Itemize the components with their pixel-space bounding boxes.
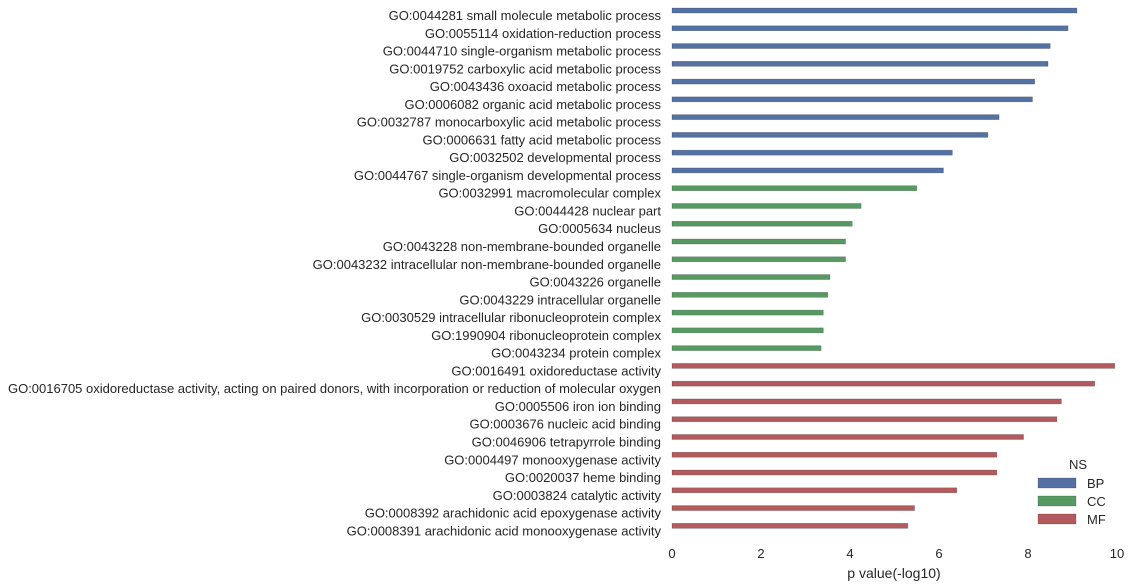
- legend-swatch-mf: [1037, 513, 1077, 525]
- category-label: GO:0043232 intracellular non-membrane-bo…: [313, 257, 661, 272]
- bar-cc: [671, 185, 918, 191]
- bar-mf: [671, 416, 1058, 423]
- category-label: GO:0006631 fatty acid metabolic process: [423, 132, 662, 147]
- x-axis-label: p value(-log10): [847, 565, 940, 581]
- legend-label-mf: MF: [1087, 512, 1106, 527]
- legend: NS BP CC MF: [1037, 457, 1106, 527]
- bar-mf: [671, 451, 998, 458]
- bar-cc: [671, 256, 846, 263]
- category-label: GO:0008392 arachidonic acid epoxygenase …: [365, 506, 662, 521]
- x-tick-label: 6: [935, 546, 942, 561]
- bars-group: [671, 7, 1116, 529]
- category-label: GO:0032502 developmental process: [449, 150, 661, 165]
- bar-bp: [671, 7, 1078, 14]
- category-label: GO:0020037 heme binding: [505, 470, 661, 485]
- bar-bp: [671, 43, 1051, 49]
- category-label: GO:0044710 single-organism metabolic pro…: [383, 44, 662, 59]
- category-label: GO:0005634 nucleus: [538, 221, 661, 236]
- bar-bp: [671, 149, 953, 156]
- category-label: GO:0005506 iron ion binding: [495, 399, 661, 414]
- category-label: GO:1990904 ribonucleoprotein complex: [431, 328, 661, 343]
- category-label: GO:0019752 carboxylic acid metabolic pro…: [389, 61, 661, 76]
- legend-swatch-cc: [1037, 495, 1077, 507]
- category-label: GO:0043436 oxoacid metabolic process: [430, 79, 662, 94]
- category-label: GO:0003824 catalytic activity: [493, 488, 662, 503]
- x-axis-ticks: 0 2 4 6 8 10: [668, 546, 1124, 561]
- bar-bp: [671, 114, 1000, 120]
- x-tick-label: 2: [757, 546, 764, 561]
- bar-bp: [671, 61, 1049, 67]
- bar-bp: [671, 25, 1069, 32]
- category-label: GO:0044767 single-organism developmental…: [354, 168, 662, 183]
- legend-label-bp: BP: [1087, 476, 1104, 491]
- category-labels: GO:0044281 small molecule metabolic proc…: [8, 8, 662, 538]
- bar-mf: [671, 487, 958, 494]
- bar-mf: [671, 505, 915, 511]
- x-tick-label: 0: [668, 546, 675, 561]
- category-label: GO:0044428 nuclear part: [514, 203, 661, 218]
- bar-cc: [671, 220, 853, 227]
- category-label: GO:0043226 organelle: [529, 275, 661, 290]
- category-label: GO:0008391 arachidonic acid monooxygenas…: [347, 523, 662, 538]
- category-label: GO:0046906 tetrapyrrole binding: [472, 434, 661, 449]
- category-label: GO:0016491 oxidoreductase activity: [451, 363, 661, 378]
- category-label: GO:0032991 macromolecular complex: [438, 186, 661, 201]
- x-tick-label: 10: [1110, 546, 1124, 561]
- bar-cc: [671, 238, 846, 245]
- bar-cc: [671, 203, 862, 209]
- x-tick-label: 8: [1024, 546, 1031, 561]
- category-label: GO:0004497 monooxygenase activity: [444, 452, 661, 467]
- bar-mf: [671, 523, 909, 529]
- bar-bp: [671, 132, 989, 138]
- legend-title: NS: [1069, 457, 1087, 472]
- bar-bp: [671, 167, 944, 174]
- category-label: GO:0032787 monocarboxylic acid metabolic…: [357, 115, 662, 130]
- x-tick-label: 4: [846, 546, 853, 561]
- bar-bp: [671, 96, 1033, 103]
- bar-mf: [671, 434, 1024, 440]
- category-label: GO:0043229 intracellular organelle: [459, 292, 661, 307]
- legend-swatch-bp: [1037, 477, 1077, 489]
- bar-mf: [671, 363, 1116, 369]
- bar-cc: [671, 327, 824, 334]
- bar-mf: [671, 469, 998, 476]
- bar-cc: [671, 345, 822, 351]
- bar-mf: [671, 380, 1096, 387]
- bar-bp: [671, 78, 1035, 85]
- bar-cc: [671, 274, 831, 280]
- category-label: GO:0016705 oxidoreductase activity, acti…: [8, 381, 661, 396]
- bar-mf: [671, 398, 1062, 405]
- bar-cc: [671, 309, 824, 316]
- category-label: GO:0055114 oxidation-reduction process: [425, 26, 662, 41]
- category-label: GO:0006082 organic acid metabolic proces…: [404, 97, 661, 112]
- category-label: GO:0043234 protein complex: [491, 346, 661, 361]
- bar-cc: [671, 292, 829, 298]
- legend-entries: BP CC MF: [1037, 476, 1106, 527]
- category-label: GO:0044281 small molecule metabolic proc…: [389, 8, 662, 23]
- category-label: GO:0043228 non-membrane-bounded organell…: [383, 239, 661, 254]
- category-label: GO:0003676 nucleic acid binding: [469, 417, 661, 432]
- legend-label-cc: CC: [1087, 494, 1106, 509]
- category-label: GO:0030529 intracellular ribonucleoprote…: [361, 310, 661, 325]
